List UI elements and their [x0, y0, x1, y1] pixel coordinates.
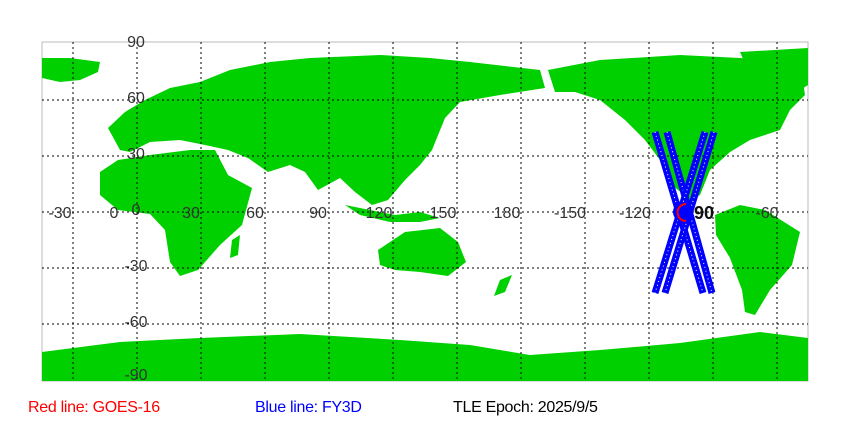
north-america: [548, 55, 805, 200]
longitude-label: -30: [48, 205, 71, 222]
longitude-label: 60: [246, 205, 264, 222]
latitude-label: -90: [124, 367, 147, 384]
latitude-label: 30: [127, 146, 145, 163]
longitude-label: 30: [182, 205, 200, 222]
latitude-label: 60: [127, 90, 145, 107]
indonesia: [345, 205, 440, 222]
longitude-label: 180: [494, 205, 521, 222]
ground-tracks: 90: [651, 130, 718, 295]
longitude-label: 120: [366, 205, 393, 222]
latitude-label: 0: [132, 202, 141, 219]
south-america: [715, 205, 800, 315]
legend-blue-line: Blue line: FY3D: [255, 399, 362, 416]
tle-epoch: TLE Epoch: 2025/9/5: [453, 399, 598, 416]
new-zealand: [494, 275, 512, 296]
longitude-label: 90: [309, 205, 327, 222]
graticule: [42, 42, 808, 381]
longitude-label: -120: [619, 205, 651, 222]
axis-labels: -30 0 30 60 90 120 150 180 -150 -120 -60 90 60 30 0 -30…: [48, 34, 778, 384]
longitude-label: -150: [554, 205, 586, 222]
landmasses: [42, 48, 808, 381]
longitude-label: 0: [110, 205, 119, 222]
latitude-label: -30: [124, 258, 147, 275]
africa: [100, 150, 252, 276]
madagascar: [230, 235, 240, 258]
latitude-label: 90: [127, 34, 145, 51]
antarctica: [42, 332, 808, 381]
greenland-east: [42, 58, 100, 82]
latitude-label: -60: [124, 314, 147, 331]
legend-red-line: Red line: GOES-16: [28, 399, 160, 416]
track-label: 90: [694, 203, 714, 223]
longitude-label: -60: [755, 205, 778, 222]
eurasia: [108, 55, 545, 205]
australia: [378, 228, 466, 276]
greenland-west: [740, 48, 808, 100]
goes16-track: [676, 203, 687, 222]
longitude-label: 150: [430, 205, 457, 222]
